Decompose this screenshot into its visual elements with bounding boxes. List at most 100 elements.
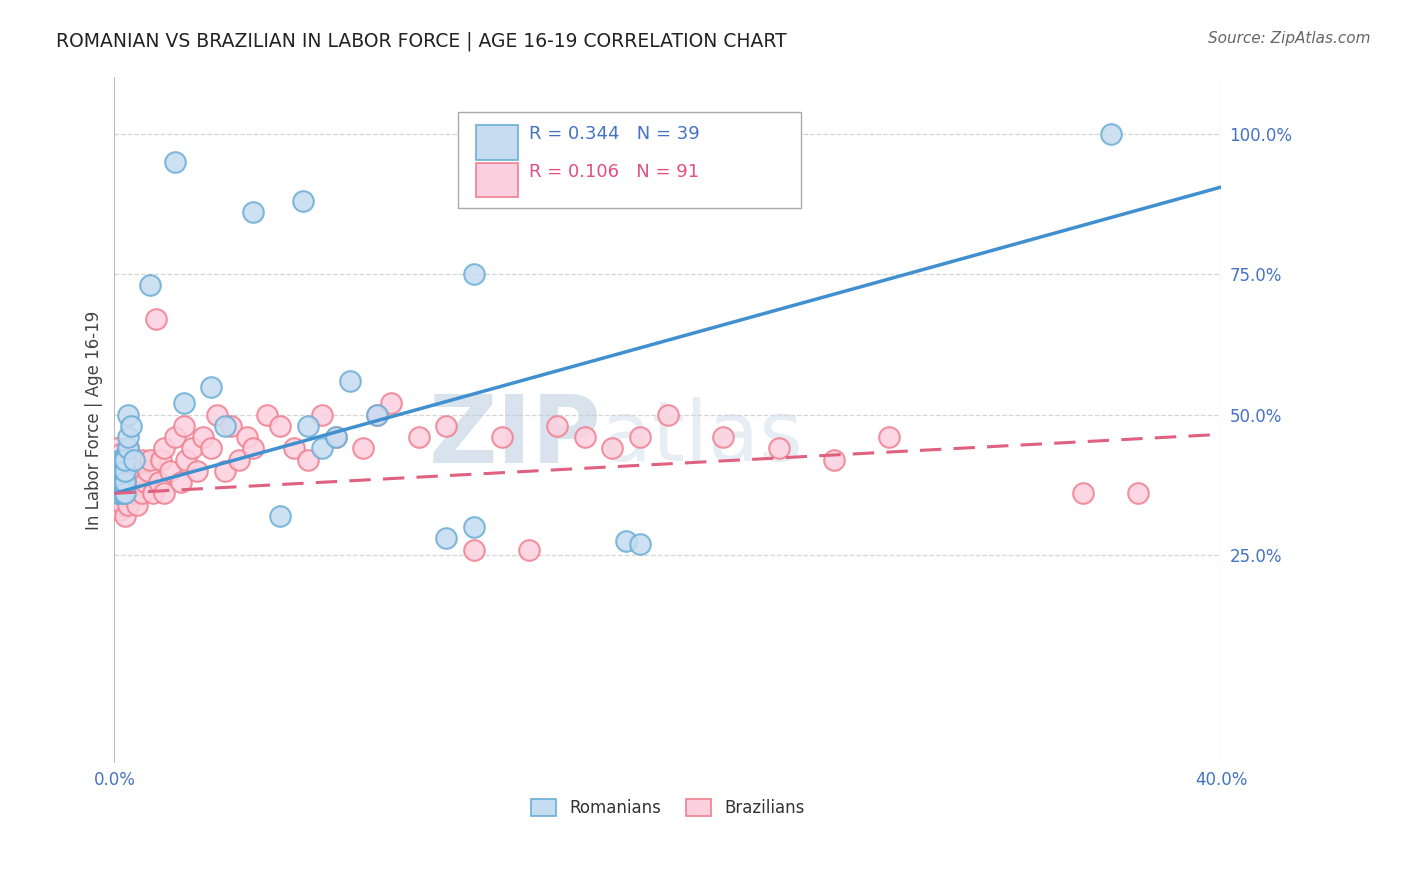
Point — [122, 452, 145, 467]
Point — [165, 430, 187, 444]
Point — [105, 442, 128, 456]
Point — [131, 452, 153, 467]
Point — [111, 486, 134, 500]
Point — [114, 464, 136, 478]
Point — [131, 486, 153, 500]
Point — [117, 442, 139, 456]
Point — [823, 452, 845, 467]
Point — [628, 537, 651, 551]
Point — [519, 542, 541, 557]
Point — [125, 464, 148, 478]
Point — [228, 452, 250, 467]
Point — [120, 486, 142, 500]
Point — [122, 464, 145, 478]
Point — [105, 464, 128, 478]
Point — [311, 442, 333, 456]
Text: Source: ZipAtlas.com: Source: ZipAtlas.com — [1208, 31, 1371, 46]
Point — [491, 430, 513, 444]
Point — [173, 418, 195, 433]
Text: ROMANIAN VS BRAZILIAN IN LABOR FORCE | AGE 16-19 CORRELATION CHART: ROMANIAN VS BRAZILIAN IN LABOR FORCE | A… — [56, 31, 787, 51]
Point — [120, 475, 142, 489]
Point — [436, 531, 458, 545]
Point — [148, 475, 170, 489]
Point — [128, 475, 150, 489]
Point — [111, 452, 134, 467]
Point — [173, 396, 195, 410]
Point — [186, 464, 208, 478]
Point — [105, 475, 128, 489]
Point — [114, 475, 136, 489]
Text: atlas: atlas — [602, 397, 803, 478]
Point — [176, 452, 198, 467]
Point — [366, 408, 388, 422]
Point — [105, 475, 128, 489]
Point — [125, 498, 148, 512]
Text: ZIP: ZIP — [429, 392, 602, 483]
Point — [236, 430, 259, 444]
Point — [153, 442, 176, 456]
Point — [191, 430, 214, 444]
Point — [463, 520, 485, 534]
Legend: Romanians, Brazilians: Romanians, Brazilians — [524, 792, 811, 823]
Point — [111, 486, 134, 500]
Point — [108, 469, 131, 483]
Point — [325, 430, 347, 444]
Point — [291, 194, 314, 208]
Point — [602, 442, 624, 456]
Point — [125, 475, 148, 489]
Point — [117, 498, 139, 512]
Point — [120, 464, 142, 478]
Point — [105, 498, 128, 512]
Point — [180, 442, 202, 456]
Point — [114, 486, 136, 500]
Point — [214, 418, 236, 433]
Point — [142, 486, 165, 500]
Point — [380, 396, 402, 410]
Point — [297, 452, 319, 467]
Point — [352, 442, 374, 456]
Point — [768, 442, 790, 456]
Point — [134, 475, 156, 489]
Point — [117, 408, 139, 422]
FancyBboxPatch shape — [457, 112, 800, 208]
Point — [108, 464, 131, 478]
Point — [1071, 486, 1094, 500]
Point — [108, 447, 131, 461]
Point — [120, 418, 142, 433]
Point — [105, 486, 128, 500]
Point — [311, 408, 333, 422]
Bar — [477, 126, 519, 160]
Point — [877, 430, 900, 444]
Point — [170, 475, 193, 489]
Point — [136, 464, 159, 478]
Point — [108, 503, 131, 517]
Point — [325, 430, 347, 444]
Point — [214, 464, 236, 478]
Point — [111, 452, 134, 467]
Point — [408, 430, 430, 444]
Point — [614, 534, 637, 549]
Point — [242, 205, 264, 219]
Point — [108, 452, 131, 467]
Point — [117, 430, 139, 444]
Point — [114, 464, 136, 478]
Point — [165, 154, 187, 169]
Point — [105, 452, 128, 467]
Point — [463, 542, 485, 557]
Point — [111, 464, 134, 478]
Point — [219, 418, 242, 433]
Point — [111, 498, 134, 512]
Y-axis label: In Labor Force | Age 16-19: In Labor Force | Age 16-19 — [86, 310, 103, 530]
Point — [436, 418, 458, 433]
Point — [105, 486, 128, 500]
Point — [269, 508, 291, 523]
Point — [122, 475, 145, 489]
Point — [159, 464, 181, 478]
Point — [117, 464, 139, 478]
Point — [117, 442, 139, 456]
Point — [1099, 127, 1122, 141]
Point — [114, 452, 136, 467]
Text: R = 0.106   N = 91: R = 0.106 N = 91 — [530, 163, 700, 181]
Point — [256, 408, 278, 422]
Point — [242, 442, 264, 456]
